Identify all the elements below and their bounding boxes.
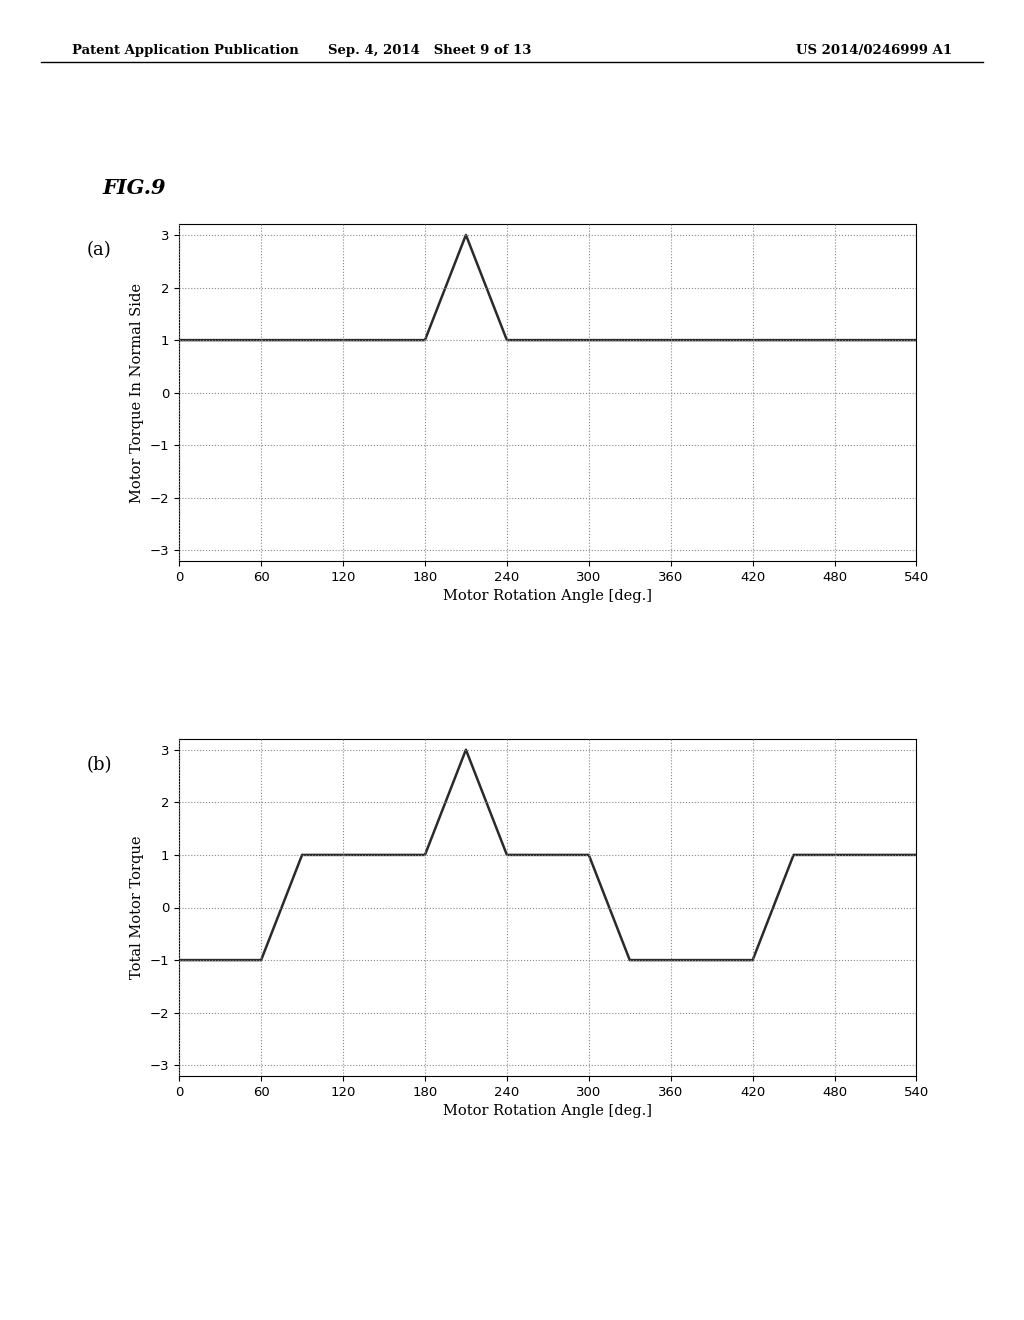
Text: FIG.9: FIG.9 (102, 178, 166, 198)
X-axis label: Motor Rotation Angle [deg.]: Motor Rotation Angle [deg.] (443, 589, 652, 603)
Text: US 2014/0246999 A1: US 2014/0246999 A1 (797, 44, 952, 57)
Text: (b): (b) (87, 756, 113, 774)
Y-axis label: Motor Torque In Normal Side: Motor Torque In Normal Side (130, 282, 144, 503)
Text: (a): (a) (87, 242, 112, 259)
Text: Sep. 4, 2014   Sheet 9 of 13: Sep. 4, 2014 Sheet 9 of 13 (329, 44, 531, 57)
X-axis label: Motor Rotation Angle [deg.]: Motor Rotation Angle [deg.] (443, 1104, 652, 1118)
Text: Patent Application Publication: Patent Application Publication (72, 44, 298, 57)
Y-axis label: Total Motor Torque: Total Motor Torque (130, 836, 144, 979)
